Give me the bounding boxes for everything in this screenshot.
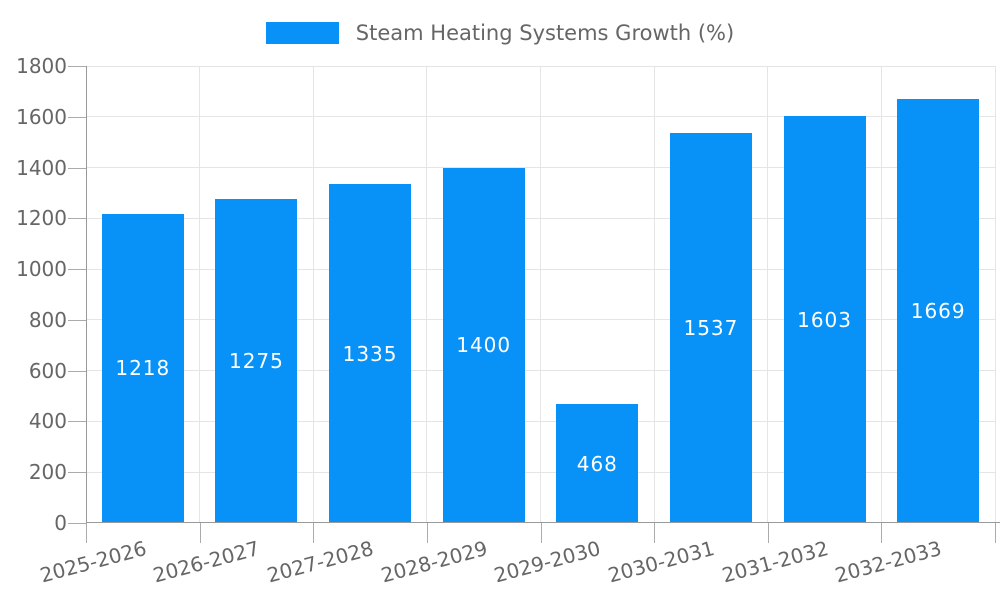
legend-label: Steam Heating Systems Growth (%)	[355, 21, 735, 45]
plot-area: 1218 1275 1335 1400 468 1537 1603 1669	[86, 65, 1000, 523]
y-axis-tick	[68, 167, 86, 169]
bar-2026-2027[interactable]: 1275	[215, 199, 298, 523]
bar-value-label: 1537	[683, 315, 739, 340]
gridline-vertical	[540, 66, 541, 523]
bar-value-label: 1603	[797, 307, 853, 332]
gridline-vertical	[426, 66, 428, 523]
y-axis-tick	[68, 66, 86, 67]
y-axis-tick	[68, 319, 86, 321]
y-tick-label: 1600	[16, 104, 67, 129]
legend[interactable]: Steam Heating Systems Growth (%)	[0, 19, 1000, 47]
gridline-vertical	[767, 66, 769, 523]
y-axis-tick	[68, 269, 86, 271]
grid-layer	[86, 65, 996, 523]
x-axis-tick	[995, 523, 996, 543]
y-axis-tick	[68, 116, 86, 118]
bar-2027-2028[interactable]: 1335	[329, 184, 412, 523]
x-axis-tick	[881, 523, 883, 543]
y-tick-label: 800	[28, 307, 67, 332]
bar-2028-2029[interactable]: 1400	[442, 167, 525, 523]
bar-2029-2030[interactable]: 468	[556, 404, 639, 523]
bar-2031-2032[interactable]: 1603	[783, 116, 866, 523]
gridline-vertical	[994, 66, 996, 523]
gridline-vertical	[653, 66, 655, 523]
gridline-vertical	[199, 66, 201, 523]
x-axis-tick	[313, 523, 315, 543]
bar-2030-2031[interactable]: 1537	[669, 132, 752, 523]
y-tick-label: 400	[28, 409, 67, 434]
bar-2025-2026[interactable]: 1218	[101, 213, 184, 523]
y-tick-label: 200	[28, 460, 67, 485]
x-axis-tick	[199, 523, 201, 543]
y-axis-tick	[68, 370, 86, 372]
x-axis-tick	[426, 523, 428, 543]
legend-swatch	[265, 22, 339, 44]
x-axis-tick	[767, 523, 769, 543]
bar-value-label: 1335	[342, 341, 398, 366]
y-axis-tick	[68, 523, 86, 524]
y-tick-label: 1000	[16, 257, 67, 282]
gridline-vertical	[880, 66, 882, 523]
y-tick-label: 600	[28, 358, 67, 383]
y-axis-tick	[68, 218, 86, 220]
x-axis-tick	[654, 523, 656, 543]
bar-value-label: 1669	[910, 299, 966, 324]
x-axis-line	[86, 522, 1000, 523]
y-tick-label: 1400	[16, 155, 67, 180]
gridline-vertical	[312, 66, 314, 523]
bars-layer: 1218 1275 1335 1400 468 1537 1603 1669	[86, 66, 995, 523]
x-axis-tick	[86, 523, 87, 543]
y-tick-label: 0	[54, 511, 67, 535]
y-axis-line	[86, 66, 87, 523]
bar-value-label: 1218	[115, 356, 171, 381]
y-axis-tick	[68, 472, 86, 474]
y-tick-label: 1200	[16, 206, 67, 231]
bar-value-label: 1275	[228, 349, 284, 374]
bar-2032-2033[interactable]: 1669	[897, 99, 980, 523]
x-axis-tick	[540, 523, 542, 543]
bar-value-label: 1400	[456, 333, 512, 358]
y-axis-tick	[68, 421, 86, 423]
y-tick-label: 1800	[16, 54, 67, 78]
bar-value-label: 468	[576, 451, 618, 476]
